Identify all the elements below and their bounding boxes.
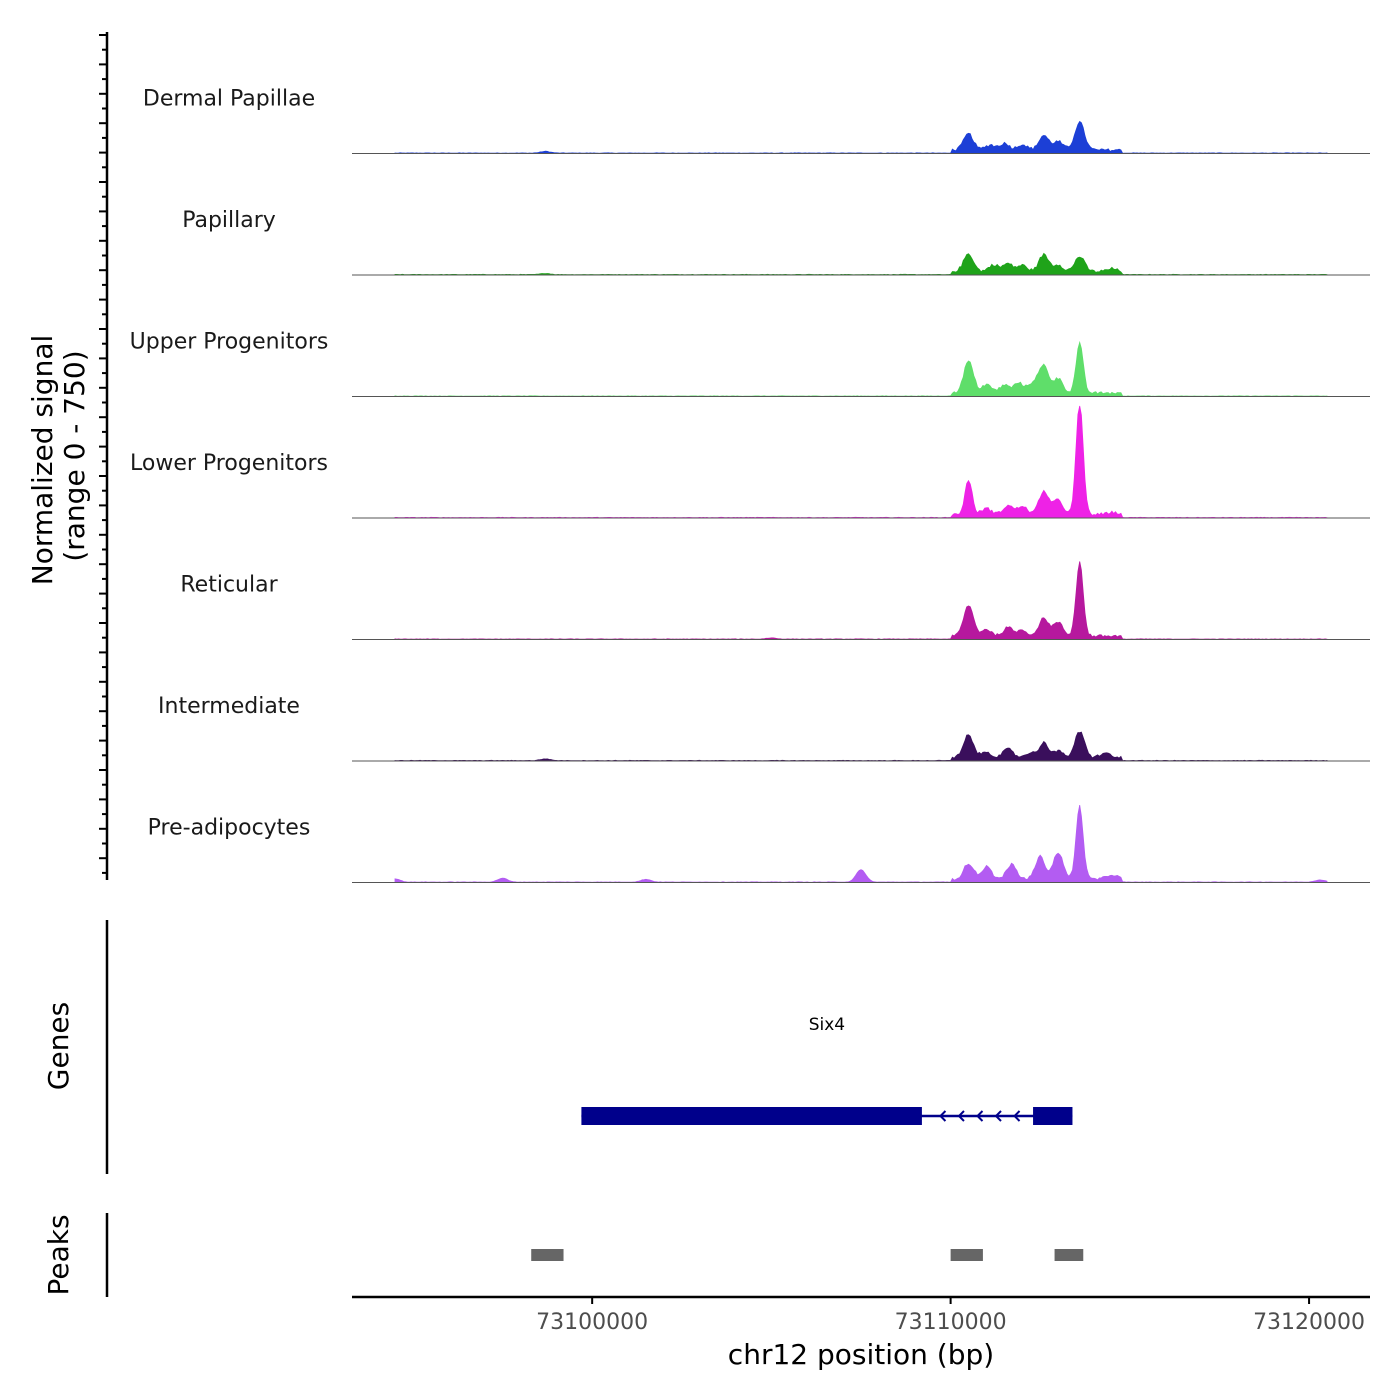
gene-name-label: Six4 <box>809 1015 845 1035</box>
peak-region <box>531 1249 564 1261</box>
x-axis-title: chr12 position (bp) <box>728 1338 994 1371</box>
x-axis-ticks: 73100000 73110000 73120000 <box>536 1297 1365 1335</box>
track-label: Pre-adipocytes <box>148 816 311 841</box>
coverage-area <box>394 561 1328 640</box>
coverage-area <box>394 120 1328 154</box>
coverage-area <box>394 252 1328 276</box>
coverage-tracks: Dermal Papillae Papillary Upper Progenitor… <box>130 87 1370 883</box>
coverage-area <box>394 731 1328 762</box>
coverage-track: Upper Progenitors <box>130 330 1370 397</box>
y-axis-title: Normalized signal <box>26 335 59 586</box>
coverage-track: Intermediate <box>158 694 1370 762</box>
peak-region <box>1054 1249 1084 1261</box>
track-label: Upper Progenitors <box>130 330 329 355</box>
strand-arrow-icon <box>939 1110 947 1122</box>
gene-annotations: Six4 <box>581 1015 1073 1125</box>
coverage-area <box>394 405 1328 519</box>
track-label: Papillary <box>182 208 276 233</box>
gene-exon <box>581 1107 922 1125</box>
x-tick-label: 73120000 <box>1253 1310 1365 1335</box>
coverage-area <box>394 340 1328 397</box>
x-tick-label: 73110000 <box>895 1310 1007 1335</box>
coverage-track: Papillary <box>182 208 1370 276</box>
coverage-track: Lower Progenitors <box>130 405 1370 519</box>
strand-arrow-icon <box>957 1110 965 1122</box>
strand-arrow-icon <box>1013 1110 1021 1122</box>
y-axis-range: (range 0 - 750) <box>58 350 91 561</box>
coverage-area <box>394 805 1328 883</box>
coverage-track: Reticular <box>180 561 1370 640</box>
gene-exon <box>1033 1107 1073 1125</box>
peak-regions <box>531 1249 1084 1261</box>
peak-region <box>950 1249 983 1261</box>
peaks-track-title: Peaks <box>42 1214 75 1295</box>
genes-track-title: Genes <box>42 1002 75 1090</box>
coverage-track: Dermal Papillae <box>143 87 1370 154</box>
track-label: Intermediate <box>158 694 300 719</box>
gene-model: Six4 <box>581 1015 1073 1125</box>
strand-arrow-icon <box>976 1110 984 1122</box>
coverage-axis-ticks <box>99 34 107 874</box>
track-label: Reticular <box>180 573 278 598</box>
track-label: Lower Progenitors <box>130 451 328 476</box>
x-tick-label: 73100000 <box>536 1310 648 1335</box>
track-label: Dermal Papillae <box>143 87 315 112</box>
strand-arrow-icon <box>994 1110 1002 1122</box>
coverage-track: Pre-adipocytes <box>148 805 1370 883</box>
